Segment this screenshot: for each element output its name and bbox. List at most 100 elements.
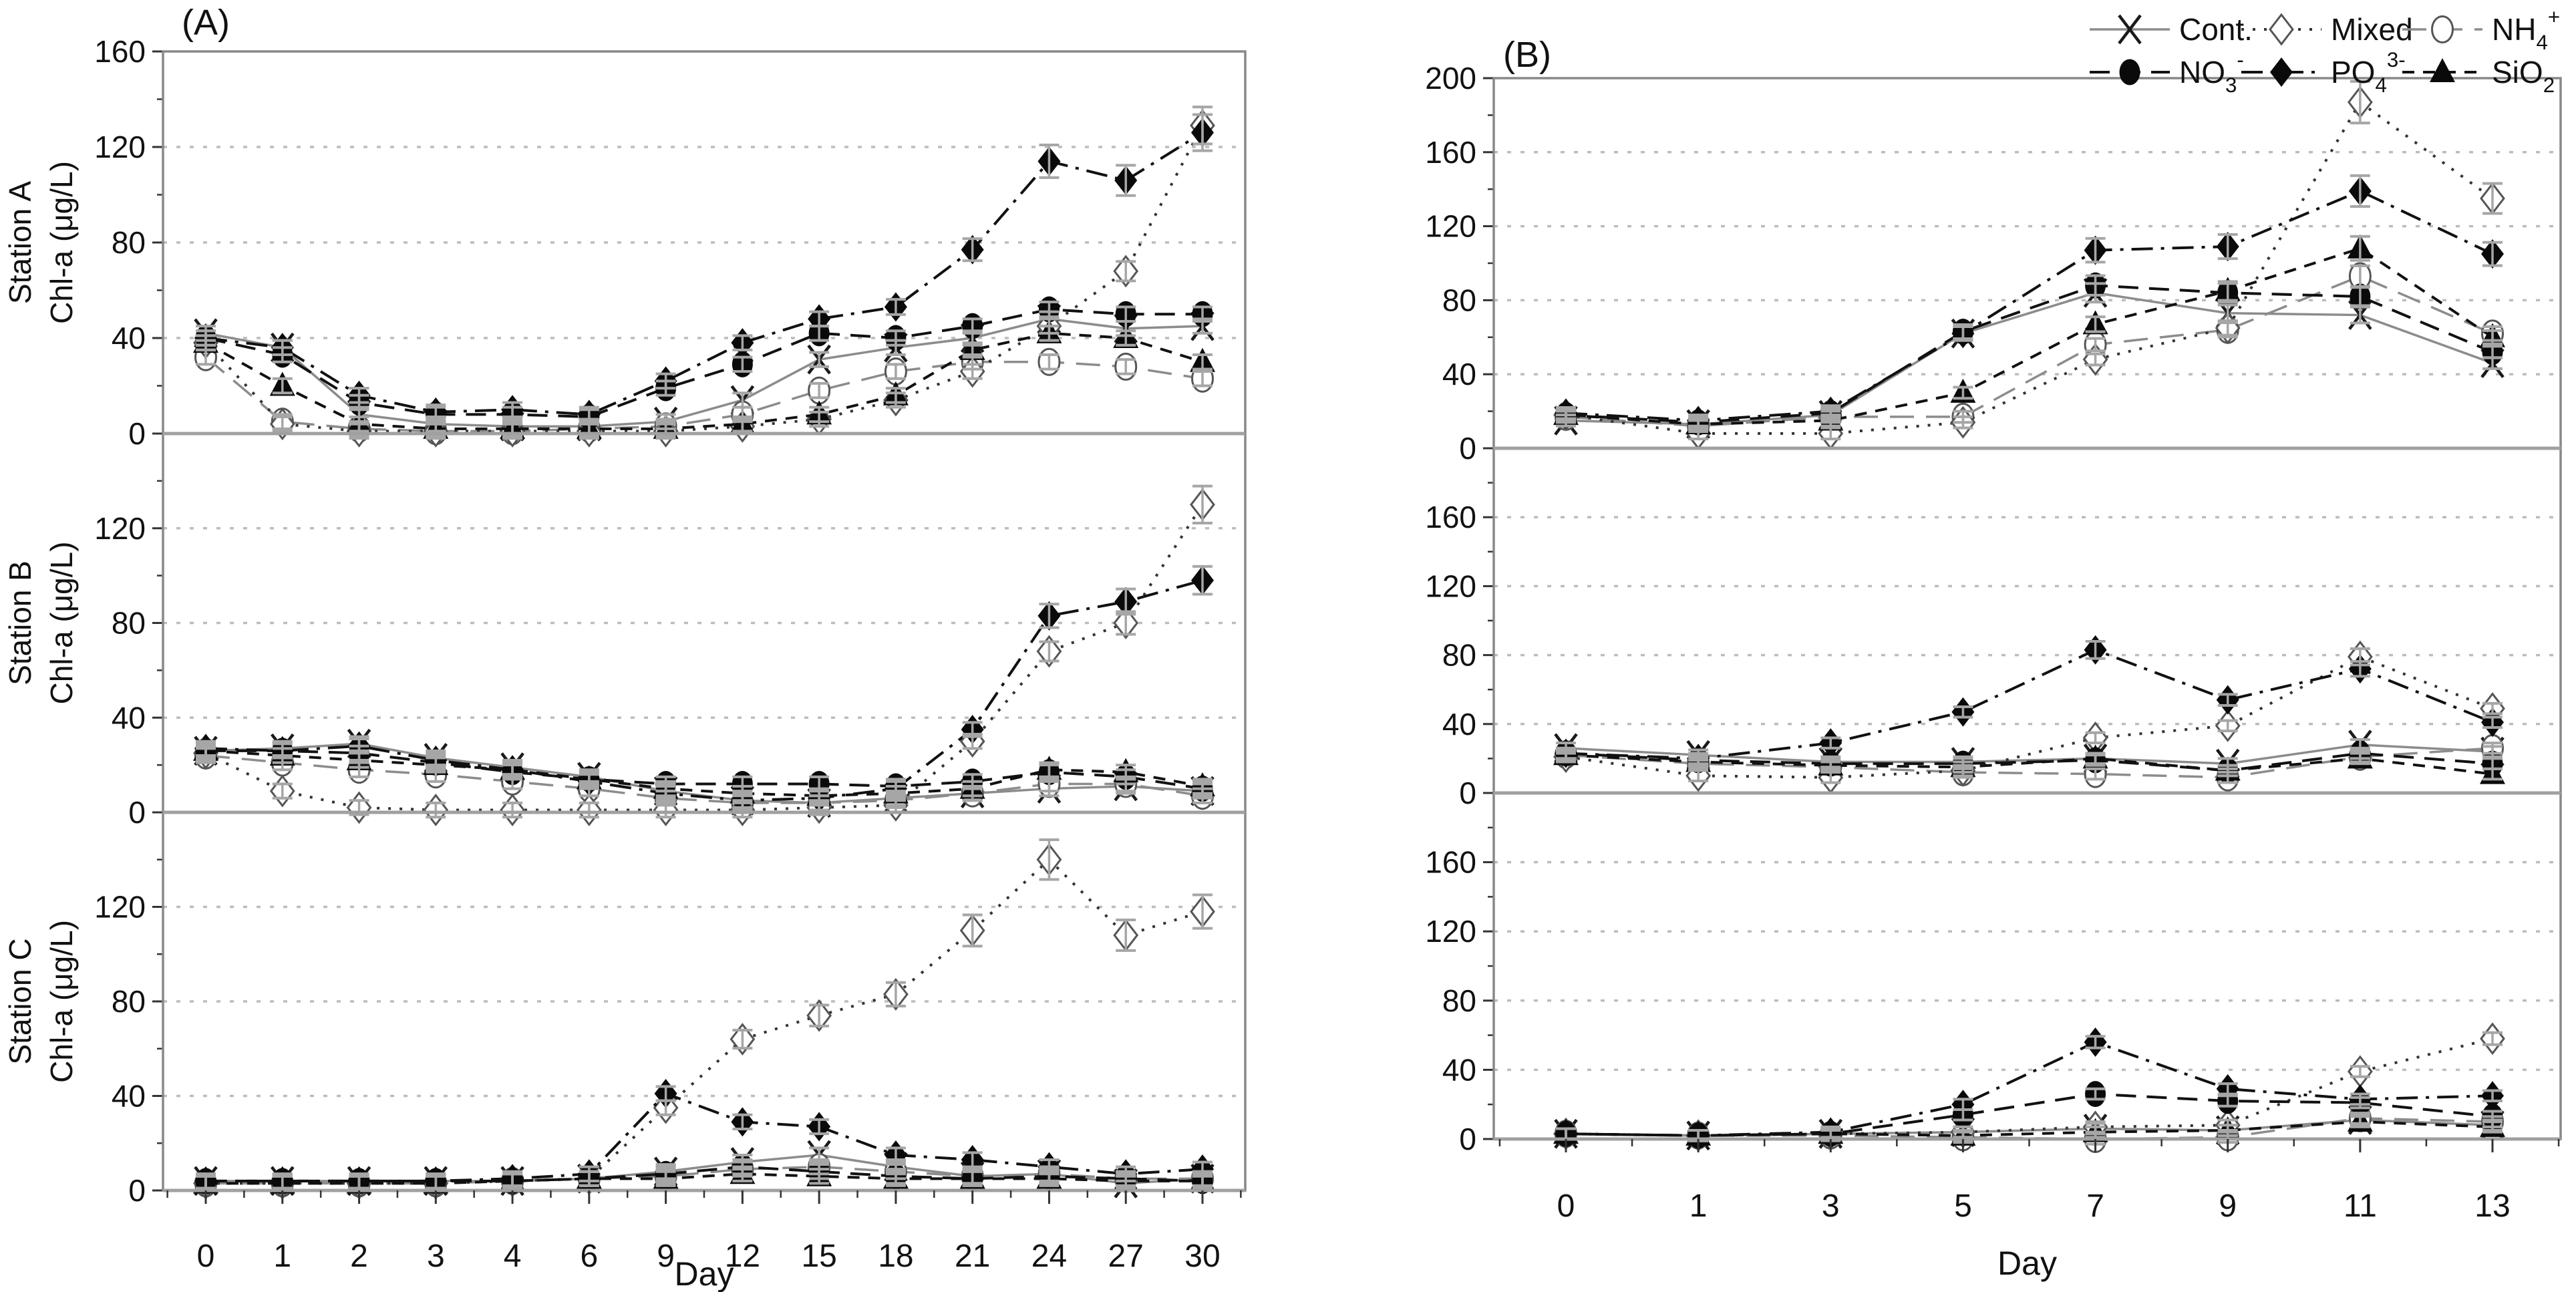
x-tick-label: 11	[2344, 1188, 2377, 1224]
series-nh4-line	[204, 356, 1203, 433]
legend-item-cont: Cont.	[2090, 12, 2253, 47]
y-axis-ticks: 0 40 80 120	[94, 480, 163, 830]
x-tick-label: 27	[1108, 1239, 1144, 1274]
x-tick-label: 2	[350, 1239, 368, 1274]
legend-circle-open-icon	[2431, 15, 2454, 43]
x-tick-label: 0	[197, 1239, 215, 1274]
y-tick-label: 120	[94, 130, 146, 164]
series-po4-line	[1565, 648, 2493, 760]
y-tick-label: 40	[1442, 707, 1476, 742]
x-tick-label: 0	[1557, 1188, 1575, 1224]
x-tick-label: 12	[725, 1239, 760, 1274]
legend: Cont. Mixed NH4+ NO3- PO43- SiO2	[2090, 5, 2560, 97]
x-tick-label: 3	[1822, 1188, 1840, 1224]
series-po4-line	[1565, 1040, 2493, 1137]
series-mixed-markers	[193, 488, 1215, 826]
panel-B-subplot-1: 0 40 80 120 160 200	[1425, 61, 2561, 466]
y-axis-ticks: 0 40 80 120 160 200	[1425, 61, 1494, 466]
legend-triangle-icon	[2430, 58, 2455, 82]
x-tick-label: 9	[2219, 1188, 2237, 1224]
series-po4-line	[1565, 189, 2493, 422]
x-tick-label: 1	[273, 1239, 291, 1274]
series-no3-line	[1565, 284, 2493, 424]
x-tick-label: 15	[801, 1239, 836, 1274]
y-axis-ticks: 0 40 80 120	[94, 858, 163, 1208]
station-label: Station B	[3, 560, 37, 685]
y-tick-label: 80	[1442, 638, 1476, 673]
y-tick-label: 0	[1459, 431, 1476, 466]
x-tick-label: 13	[2474, 1188, 2510, 1224]
y-tick-label: 160	[1425, 135, 1476, 170]
series-mixed-line	[204, 124, 1204, 433]
y-tick-label: 40	[112, 1079, 146, 1114]
error-bars	[196, 484, 1213, 819]
error-bars	[1556, 640, 2503, 784]
y-tick-label: 40	[112, 321, 146, 355]
y-tick-label: 0	[1459, 1122, 1476, 1156]
x-tick-label: 6	[580, 1239, 598, 1274]
x-tick-label: 5	[1954, 1188, 1972, 1224]
y-tick-label: 120	[1425, 914, 1476, 949]
y-tick-label: 40	[112, 700, 146, 735]
y-tick-label: 120	[94, 511, 146, 546]
x-tick-label: 18	[878, 1239, 913, 1274]
y-tick-label: 0	[128, 795, 146, 830]
y-tick-label: 160	[1425, 500, 1476, 534]
y-axis-ticks: 0 40 80 120 160	[1425, 826, 1494, 1156]
legend-item-po4: PO43-	[2241, 48, 2406, 97]
series-po4-line	[205, 131, 1204, 416]
series-mixed-line	[1565, 655, 2493, 779]
y-tick-label: 80	[1442, 283, 1476, 317]
series-cont-line	[205, 317, 1203, 428]
legend-diamond-open-icon	[2269, 13, 2294, 46]
series-cont-line	[1565, 291, 2493, 426]
y-axis-ticks: 0 40 80 120 160	[94, 34, 163, 451]
panel-B-subplot-3: 0 40 80 120 160	[1425, 826, 2561, 1156]
y-tick-label: 0	[1459, 776, 1476, 810]
y-tick-label: 80	[112, 984, 146, 1019]
y-tick-label: 80	[1442, 983, 1476, 1018]
y-tick-label: 40	[1442, 357, 1476, 391]
series-mixed-line	[205, 504, 1204, 812]
x-tick-label: 4	[504, 1239, 522, 1274]
x-tick-label: 21	[955, 1239, 990, 1274]
x-tick-label: 24	[1031, 1239, 1067, 1274]
series-nh4-line	[205, 754, 1203, 804]
series-mixed-line	[206, 857, 1203, 1185]
x-axis-label-day: Day	[1997, 1245, 2057, 1282]
panel-B-frame	[1492, 77, 2562, 1141]
series-no3-line	[205, 308, 1202, 418]
series-sio2-line	[206, 1172, 1202, 1185]
panel-A-subplot-3: 0 40 80 120 Station C Chl-a (μg/L)	[3, 838, 1245, 1208]
series-sio2-line	[1565, 247, 2494, 426]
legend-label-cont: Cont.	[2179, 12, 2253, 47]
x-axis-label-day: Day	[675, 1255, 734, 1292]
y-tick-label: 80	[112, 606, 146, 641]
x-tick-label: 1	[1689, 1188, 1708, 1224]
y-tick-label: 80	[112, 225, 146, 260]
legend-label-po4: PO43-	[2331, 48, 2406, 97]
legend-item-no3: NO3-	[2090, 48, 2244, 97]
legend-label-mixed: Mixed	[2331, 12, 2413, 47]
station-label: Station A	[3, 181, 37, 304]
y-tick-label: 160	[1425, 845, 1476, 880]
y-tick-label: 0	[128, 416, 146, 451]
x-tick-label: 9	[657, 1239, 675, 1274]
series-po4-line	[206, 1092, 1203, 1182]
y-axis-unit-label: Chl-a (μg/L)	[44, 920, 79, 1083]
panel-A-subplot-2: 0 40 80 120 Station B Chl-a (μg/L)	[3, 480, 1245, 830]
legend-item-sio2: SiO2	[2402, 55, 2555, 97]
series-cont-markers	[194, 728, 1215, 818]
error-bars	[1556, 79, 2503, 441]
y-tick-label: 120	[1425, 569, 1476, 603]
y-axis-unit-label: Chl-a (μg/L)	[44, 161, 79, 324]
y-tick-label: 120	[94, 890, 146, 925]
legend-x-icon	[2118, 14, 2142, 45]
error-bars	[196, 838, 1213, 1192]
panel-A-subplot-1: 0 40 80 120 160 Station A Chl-a (μg/L)	[3, 34, 1245, 451]
series-mixed-markers	[193, 843, 1215, 1200]
panel-B-subplot-2: 0 40 80 120 160	[1425, 482, 2561, 810]
y-axis-ticks: 0 40 80 120 160	[1425, 482, 1494, 810]
